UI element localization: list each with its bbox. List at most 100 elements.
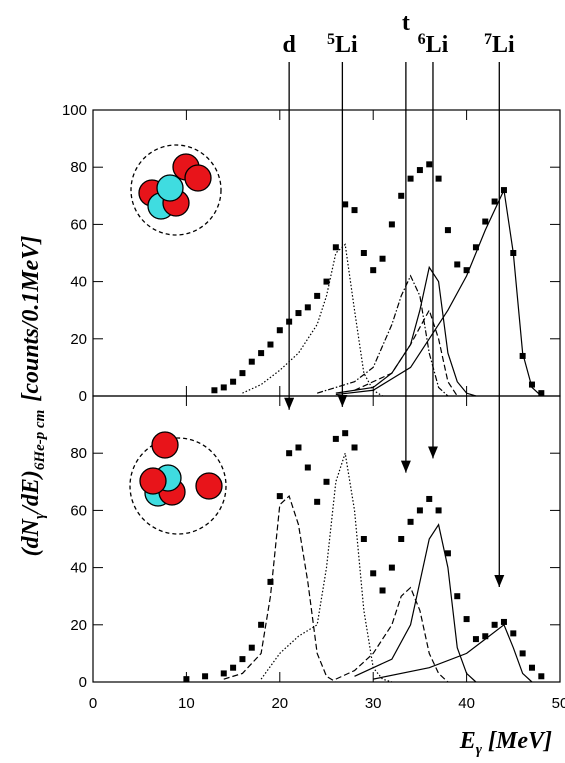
data-point — [435, 175, 442, 182]
y-label-part: /dE) — [18, 470, 44, 515]
y-tick-label: 80 — [70, 445, 87, 462]
data-point — [398, 536, 405, 542]
data-point — [426, 161, 433, 168]
data-point — [351, 444, 358, 451]
data-point — [211, 387, 218, 394]
data-point — [510, 630, 517, 637]
data-point — [342, 430, 349, 437]
data-point — [416, 507, 423, 514]
x-tick-label: 20 — [271, 695, 288, 712]
nucleus-icon — [129, 431, 227, 535]
data-point — [342, 201, 349, 208]
x-tick-label: 50 — [552, 695, 565, 712]
data-point — [239, 656, 246, 663]
data-point — [472, 636, 479, 643]
component-curve — [335, 586, 449, 683]
component-curve — [242, 243, 383, 397]
data-point — [230, 378, 237, 385]
annotation-sup: 7 — [484, 31, 492, 48]
y-tick-label: 0 — [79, 674, 87, 691]
component-curve — [354, 523, 477, 683]
data-point — [332, 435, 339, 442]
y-tick-label: 60 — [70, 502, 87, 519]
annotation-text: t — [402, 10, 410, 36]
data-point — [258, 621, 265, 628]
data-point — [286, 450, 293, 457]
data-point — [482, 633, 489, 640]
y-tick-label: 20 — [70, 331, 87, 348]
annotation-text: Li — [426, 32, 449, 58]
data-point — [472, 244, 479, 251]
data-point — [482, 218, 489, 225]
plot-frame — [92, 109, 561, 397]
y-tick-label: 20 — [70, 617, 87, 634]
x-label-part: [MeV] — [488, 728, 552, 754]
annotation-sup: 5 — [327, 31, 335, 48]
data-point — [230, 664, 237, 671]
data-point — [295, 444, 302, 451]
data-point — [314, 292, 321, 299]
data-point — [314, 498, 321, 505]
data-point — [267, 578, 274, 585]
data-point — [323, 478, 330, 485]
data-point — [407, 175, 414, 182]
component-curve — [335, 188, 542, 397]
annotation-label: 5Li — [327, 31, 358, 58]
data-point — [248, 358, 255, 365]
data-point — [500, 618, 507, 625]
plot-frame — [92, 395, 561, 683]
data-point — [295, 310, 302, 317]
data-point — [379, 587, 386, 594]
data-point — [519, 650, 526, 657]
data-point — [220, 384, 227, 391]
data-point — [398, 192, 405, 199]
x-axis-label: Eγ [MeV] — [459, 728, 552, 758]
data-point — [258, 350, 265, 357]
annotation-text: d — [282, 32, 296, 58]
data-point — [370, 267, 377, 274]
y-label-part: γ — [32, 512, 48, 519]
annotation-label: t — [402, 10, 410, 36]
data-point — [454, 593, 461, 600]
y-tick-label: 60 — [70, 216, 87, 233]
data-point — [444, 550, 451, 557]
data-point — [239, 370, 246, 377]
annotation-text: Li — [335, 32, 358, 58]
data-point — [538, 673, 545, 680]
x-tick-label: 30 — [365, 695, 382, 712]
data-point — [276, 493, 283, 500]
data-point — [491, 621, 498, 628]
data-point — [220, 670, 227, 677]
data-point — [416, 167, 423, 174]
data-point — [463, 616, 470, 623]
data-point — [360, 536, 367, 542]
data-point — [435, 507, 442, 514]
x-tick-label: 0 — [89, 695, 97, 712]
data-point — [323, 278, 330, 285]
y-tick-label: 0 — [79, 388, 87, 405]
data-point — [202, 673, 209, 680]
data-point — [388, 221, 395, 228]
y-label-part: (dN — [18, 517, 44, 556]
x-label-part: E — [459, 728, 476, 754]
y-tick-label: 80 — [70, 159, 87, 176]
data-point — [538, 390, 545, 397]
y-label-part: [counts/0.1MeV] — [18, 236, 44, 402]
y-label-part: 6He-p cm — [32, 410, 48, 470]
data-point — [248, 644, 255, 651]
x-label-part: γ — [476, 742, 483, 758]
component-curve — [335, 265, 477, 397]
data-point — [304, 464, 311, 471]
data-point — [351, 207, 358, 214]
data-point — [267, 341, 274, 348]
y-tick-label: 40 — [70, 274, 87, 291]
data-point — [528, 381, 535, 388]
y-tick-label: 40 — [70, 560, 87, 577]
component-curve — [373, 623, 533, 683]
data-point — [332, 244, 339, 251]
annotation-label: d — [282, 32, 296, 58]
data-point — [379, 255, 386, 262]
annotation-label: 6Li — [418, 31, 449, 58]
data-point — [454, 261, 461, 268]
annotation-label: 7Li — [484, 31, 515, 58]
